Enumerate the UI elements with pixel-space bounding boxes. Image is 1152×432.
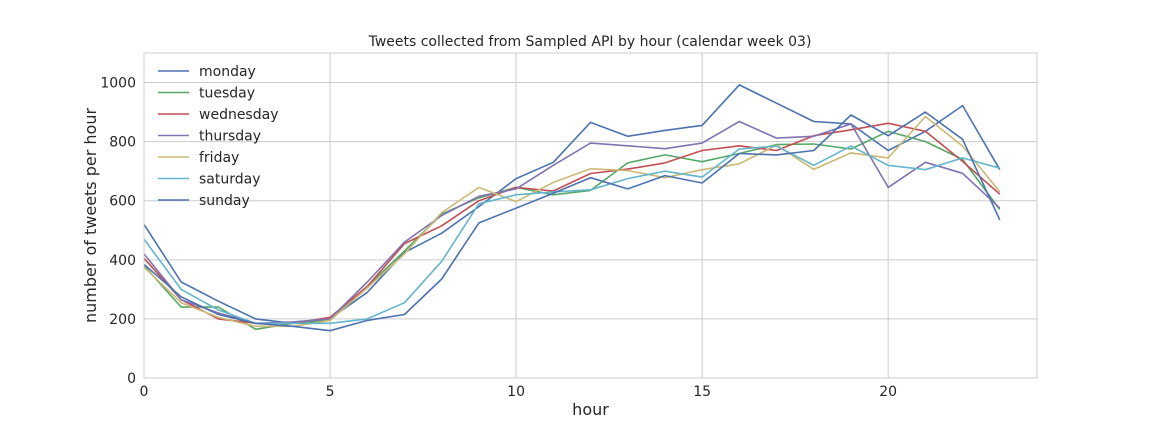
y-tick-label: 1000 (100, 76, 136, 92)
y-tick-label: 0 (127, 371, 136, 387)
x-tick-label: 10 (507, 384, 525, 400)
x-tick-label: 20 (879, 384, 897, 400)
x-tick-label: 0 (140, 384, 149, 400)
y-axis-label: number of tweets per hour (81, 108, 100, 324)
legend: monday tuesday wednesday thursday friday satu… (158, 64, 278, 209)
series-lines (143, 84, 1001, 332)
series-line-friday (143, 115, 1001, 328)
legend-label-wednesday: wednesday (199, 107, 278, 123)
series-line-sunday (143, 111, 1001, 332)
legend-label-saturday: saturday (199, 172, 261, 188)
series-line-thursday (143, 120, 1001, 325)
legend-label-friday: friday (199, 150, 239, 166)
x-tick-label: 5 (326, 384, 335, 400)
legend-label-monday: monday (199, 64, 256, 80)
legend-label-thursday: thursday (199, 129, 261, 145)
chart-title: Tweets collected from Sampled API by hou… (368, 34, 812, 50)
y-tick-label: 600 (109, 194, 136, 210)
series-line-tuesday (143, 130, 1001, 331)
y-tick-label: 400 (109, 253, 136, 269)
grid (143, 53, 1037, 379)
y-tick-label: 200 (109, 312, 136, 328)
x-axis-label: hour (572, 400, 609, 419)
x-tick-label: 15 (693, 384, 711, 400)
legend-label-tuesday: tuesday (199, 86, 255, 102)
legend-label-sunday: sunday (199, 193, 250, 209)
plot-frame (143, 52, 1038, 379)
y-tick-label: 800 (109, 135, 136, 151)
series-line-saturday (143, 145, 1001, 325)
